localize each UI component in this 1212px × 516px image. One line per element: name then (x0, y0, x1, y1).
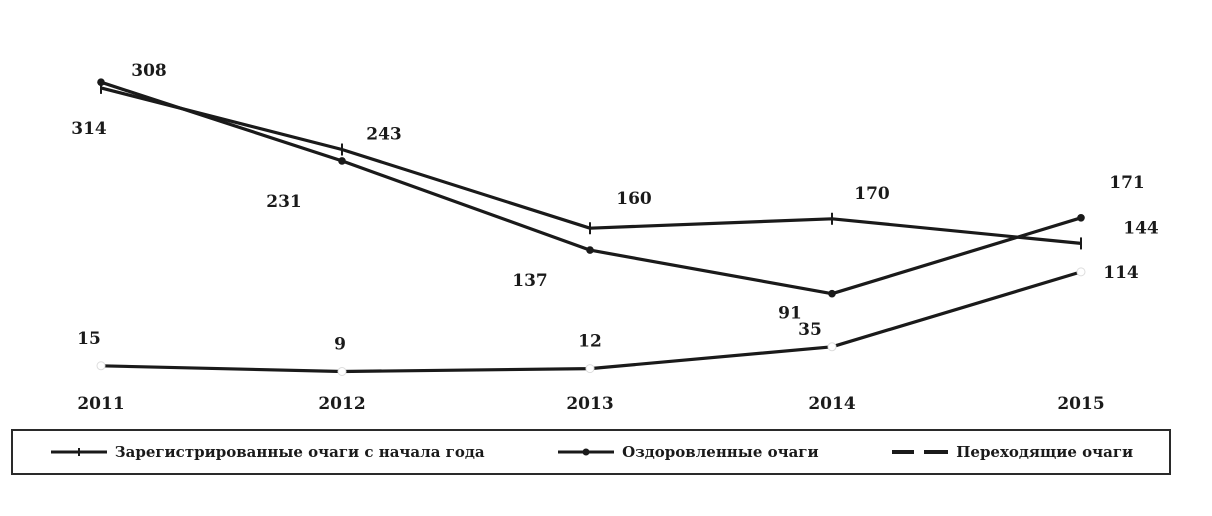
data-point-carryover (585, 364, 595, 374)
legend-swatch-registered (50, 448, 107, 456)
data-label-recovered: 171 (1109, 173, 1145, 193)
data-label-carryover: 15 (77, 329, 101, 349)
data-label-recovered: 231 (266, 192, 302, 212)
legend-label-carryover: Переходящие очаги (956, 443, 1134, 461)
legend-swatch-recovered (558, 448, 615, 456)
data-point-recovered (1077, 214, 1085, 222)
data-label-carryover: 114 (1103, 263, 1139, 283)
data-point-carryover (337, 366, 347, 376)
data-label-registered: 308 (131, 61, 167, 81)
data-label-carryover: 35 (798, 320, 822, 340)
series-line-carryover (100, 270, 1082, 374)
legend-item-registered: Зарегистрированные очаги с начала года (49, 443, 485, 461)
data-point-carryover (827, 342, 837, 352)
series-line-registered (100, 86, 1082, 245)
legend-item-carryover: Переходящие очаги (890, 443, 1133, 461)
x-tick-label: 2014 (808, 394, 855, 414)
series-line-recovered (100, 80, 1082, 296)
data-label-registered: 170 (854, 184, 890, 204)
data-label-recovered: 91 (778, 304, 802, 324)
data-point-recovered (828, 289, 836, 298)
data-point-carryover (1076, 267, 1086, 277)
x-tick-label: 2013 (566, 394, 613, 414)
data-label-recovered: 314 (71, 119, 107, 139)
data-point-recovered (586, 246, 594, 254)
data-point-carryover (96, 361, 106, 371)
x-tick-label: 2012 (318, 394, 365, 414)
x-tick-label: 2015 (1057, 394, 1104, 414)
legend-label-registered: Зарегистрированные очаги с начала года (114, 443, 485, 461)
legend-item-recovered: Оздоровленные очаги (556, 443, 819, 461)
data-point-recovered (97, 78, 105, 86)
x-tick-label: 2011 (77, 394, 124, 414)
data-label-carryover: 12 (578, 332, 602, 352)
data-point-recovered (338, 157, 346, 165)
legend-label-recovered: Оздоровленные очаги (622, 443, 819, 461)
data-label-registered: 144 (1123, 218, 1159, 238)
data-label-registered: 160 (616, 189, 652, 209)
data-label-registered: 243 (366, 125, 402, 145)
data-label-recovered: 137 (512, 271, 548, 291)
chart-legend: Зарегистрированные очаги с начала года О… (11, 429, 1171, 475)
data-label-carryover: 9 (334, 334, 346, 354)
legend-swatch-carryover (892, 450, 949, 454)
